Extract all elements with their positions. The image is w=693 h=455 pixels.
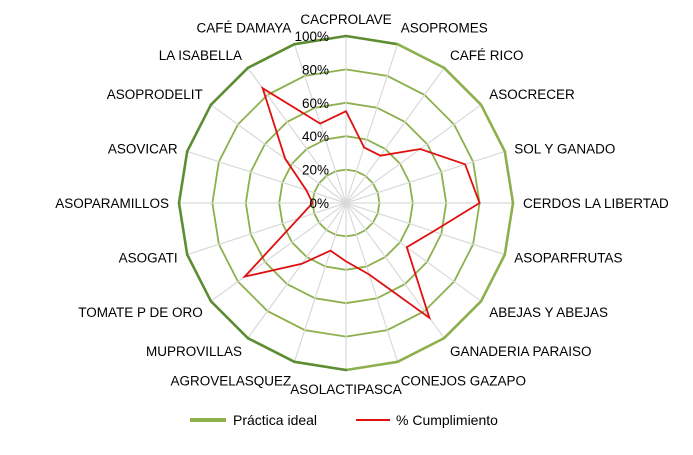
category-label: LA ISABELLA: [159, 48, 242, 63]
category-label: GANADERIA PARAISO: [450, 344, 592, 359]
ideal-series-segment: [481, 255, 505, 302]
category-label: SOL Y GANADO: [514, 141, 615, 156]
category-label: MUPROVILLAS: [146, 344, 242, 359]
spoke-line: [346, 151, 505, 203]
spoke-line: [294, 203, 346, 362]
ideal-series-segment: [187, 105, 211, 152]
spoke-line: [346, 203, 398, 362]
spoke-line: [346, 105, 481, 203]
ideal-series-segment: [211, 68, 248, 105]
ideal-series-segment: [505, 151, 513, 203]
ideal-series-segment: [248, 338, 295, 362]
category-label: CONEJOS GAZAPO: [401, 373, 526, 388]
ideal-series-segment: [444, 68, 481, 105]
category-label: ASOPRODELIT: [107, 87, 203, 102]
radial-tick-label: 40%: [302, 129, 329, 144]
spoke-line: [346, 203, 505, 255]
radial-tick-label: 0%: [309, 196, 329, 211]
spoke-line: [211, 105, 346, 203]
spoke-line: [346, 44, 398, 203]
ideal-series-segment: [294, 362, 346, 370]
category-label: ASOGATI: [119, 251, 178, 266]
radial-tick-label: 60%: [302, 96, 329, 111]
radial-tick-label: 100%: [294, 29, 329, 44]
legend: Práctica ideal % Cumplimiento: [190, 412, 498, 428]
category-label: ASOPARAMILLOS: [55, 196, 169, 211]
category-label: TOMATE P DE ORO: [78, 305, 203, 320]
category-label: ASOPARFRUTAS: [514, 251, 622, 266]
category-label: ABEJAS Y ABEJAS: [489, 305, 608, 320]
ideal-series-segment: [398, 338, 445, 362]
category-label: ASOCRECER: [489, 87, 575, 102]
radial-tick-label: 20%: [302, 163, 329, 178]
category-labels: CACPROLAVE ASOPROMES CAFÉ RICO ASOCRECER SOL…: [55, 12, 669, 397]
legend-label-cumplimiento: % Cumplimiento: [396, 412, 498, 428]
radial-tick-labels: 0% 20% 40% 60% 80% 100%: [294, 29, 329, 211]
category-label: CERDOS LA LIBERTAD: [523, 196, 669, 211]
radial-tick-label: 80%: [302, 62, 329, 77]
ideal-series-segment: [211, 301, 248, 338]
ideal-series-segment: [346, 36, 398, 44]
ideal-series-segment: [248, 44, 295, 68]
spoke-line: [346, 203, 481, 301]
ideal-series-segment: [346, 362, 398, 370]
ideal-series-segment: [179, 203, 187, 255]
category-label: CAFÉ RICO: [450, 48, 524, 63]
category-label: ASOVICAR: [108, 141, 178, 156]
category-label: AGROVELASQUEZ: [171, 373, 292, 388]
ideal-series-segment: [187, 255, 211, 302]
ideal-series-segment: [179, 151, 187, 203]
category-label: CACPROLAVE: [300, 12, 391, 27]
ideal-series-segment: [481, 105, 505, 152]
legend-label-ideal: Práctica ideal: [233, 412, 317, 428]
spoke-line: [248, 203, 346, 338]
ideal-series-segment: [444, 301, 481, 338]
category-label: ASOPROMES: [401, 21, 488, 36]
category-label: ASOLACTIPASCA: [290, 382, 402, 397]
spoke-line: [346, 68, 444, 203]
category-label: CAFÉ DAMAYA: [197, 21, 292, 36]
ideal-series-segment: [505, 203, 513, 255]
ideal-series-segment: [398, 44, 445, 68]
